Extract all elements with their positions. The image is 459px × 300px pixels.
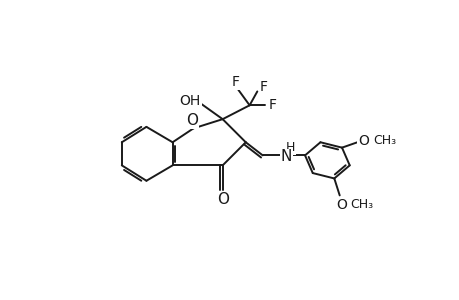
Text: O: O [358, 134, 368, 148]
Text: F: F [268, 98, 276, 112]
Text: F: F [231, 75, 239, 89]
Text: N: N [280, 149, 291, 164]
Text: CH₃: CH₃ [350, 198, 373, 211]
Text: F: F [259, 80, 267, 94]
Text: O: O [185, 113, 197, 128]
Text: H: H [285, 141, 295, 154]
Text: O: O [335, 198, 346, 212]
Text: O: O [216, 192, 228, 207]
Text: OH: OH [179, 94, 201, 108]
Text: CH₃: CH₃ [372, 134, 395, 147]
